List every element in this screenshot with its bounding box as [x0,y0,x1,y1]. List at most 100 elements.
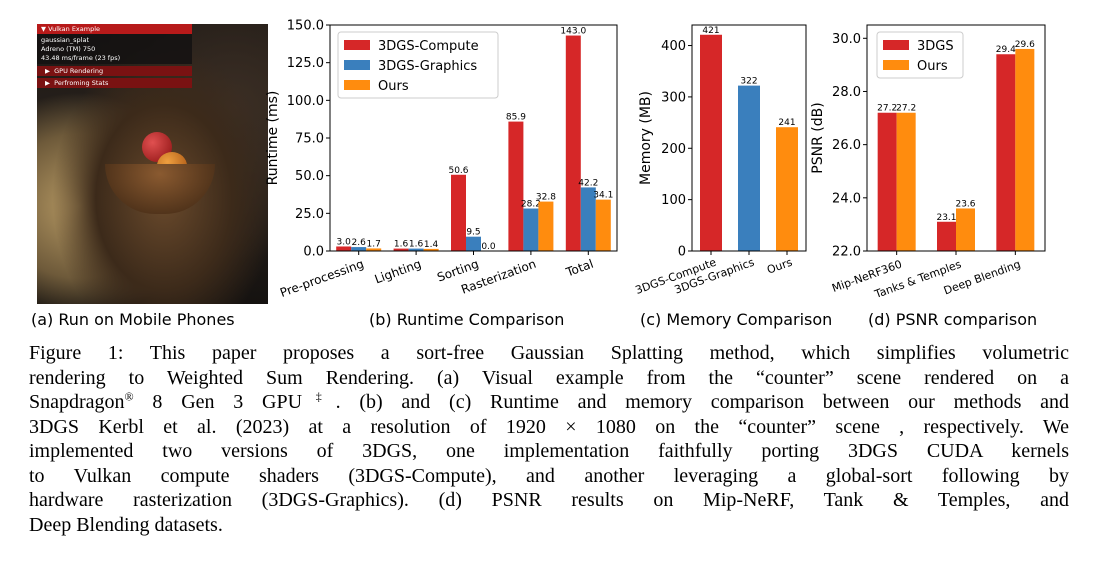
menu-gpu-rendering[interactable]: ▶ GPU Rendering [37,66,192,76]
runtime-bar [565,35,581,252]
memory-ytick-label: 400 [661,39,686,54]
registered-mark: ® [124,389,134,404]
psnr-bar [896,112,916,251]
caption-line-4: 3DGS Kerbl et al. (2023) at a resolution… [29,415,1069,438]
runtime-category-label: Lighting [373,257,423,287]
psnr-legend-swatch [883,60,909,70]
memory-ytick-label: 100 [661,193,686,208]
runtime-chart: 0.0 25.0 50.0 75.0 100.0 125.0 150.0 3.0 2.6 1.7P… [265,19,618,300]
psnr-data-label: 27.2 [877,104,897,114]
memory-ytick-label: 200 [661,142,686,157]
menu-performing-stats-label: Perfroming Stats [54,79,109,87]
memory-ylabel: Memory (MB) [638,91,654,185]
runtime-data-label: 143.0 [560,27,586,37]
subcaption-a: (a) Run on Mobile Phones [31,310,235,329]
runtime-ytick-label: 25.0 [295,207,324,222]
caption-line-3: Snapdragon® 8 Gen 3 GPU‡. (b) and (c) Ru… [29,390,1069,415]
runtime-data-label: 34.1 [593,191,613,201]
runtime-ytick-label: 100.0 [287,94,324,109]
memory-bar [700,34,722,251]
memory-chart: 01002003004004213DGS-Compute3223DGS-Grap… [634,24,807,297]
runtime-data-label: 42.2 [578,178,598,188]
runtime-legend-swatch [344,60,370,70]
psnr-chart: 22.024.026.028.030.027.227.2Mip-NeRF3602… [810,24,1046,301]
psnr-axes-frame [866,24,1046,252]
runtime-category-label: Total [563,257,595,280]
frame-stats: 43.48 ms/frame (23 fps) [41,54,121,62]
figure-caption: Figure 1: This paper proposes a sort-fre… [29,341,1069,537]
runtime-data-label: 1.6 [394,240,409,250]
psnr-data-label: 29.4 [996,45,1016,55]
psnr-data-label: 27.2 [896,104,916,114]
app-name: gaussian_splat [41,36,90,44]
caption-line-6: to Vulkan compute shaders (3DGS-Compute)… [29,464,1069,487]
subcaption-b: (b) Runtime Comparison [369,310,565,329]
runtime-data-label: 28.2 [521,200,541,210]
memory-ytick-label: 0 [678,245,686,260]
runtime-bar [351,247,367,251]
runtime-category-label: Pre-processing [278,257,366,300]
runtime-bar [466,236,481,251]
psnr-bar [996,54,1016,252]
runtime-ytick-label: 150.0 [287,19,324,34]
runtime-ytick-label: 125.0 [287,56,324,71]
vulkan-panel-title-text: Vulkan Example [48,25,101,33]
psnr-bar [877,112,897,251]
vulkan-panel-title[interactable]: ▼ Vulkan Example [37,24,192,34]
memory-bar [738,85,760,251]
memory-data-label: 322 [740,77,757,87]
caption-line-1: Figure 1: This paper proposes a sort-fre… [29,342,1069,364]
vulkan-overlay-panel: ▼ Vulkan Example gaussian_splat Adreno (… [37,24,192,110]
memory-data-label: 421 [702,26,719,36]
psnr-data-label: 29.6 [1015,40,1035,50]
runtime-data-label: 1.7 [367,239,381,249]
memory-ytick-label: 300 [661,90,686,105]
memory-bar [776,127,798,251]
runtime-bar [408,248,424,251]
runtime-data-label: 9.5 [466,228,480,238]
caption-line-7: hardware rasterization (3DGS-Graphics). … [29,489,1069,511]
menu-performing-stats[interactable]: ▶ Perfroming Stats [37,78,192,88]
runtime-bar [538,201,554,251]
runtime-bar [580,187,596,251]
psnr-bar [1015,48,1035,251]
subcaption-c: (c) Memory Comparison [640,310,833,329]
runtime-bar [366,248,382,251]
psnr-bar [937,221,956,251]
runtime-legend-label: 3DGS-Compute [378,39,479,54]
runtime-data-label: 32.8 [536,193,556,203]
vulkan-panel-body: gaussian_splat Adreno (TM) 750 43.48 ms/… [37,34,192,64]
phone-screenshot: ▼ Vulkan Example gaussian_splat Adreno (… [37,24,268,304]
runtime-legend-swatch [344,40,370,50]
runtime-legend-label: Ours [378,79,409,94]
runtime-legend-swatch [344,80,370,90]
runtime-legend-label: 3DGS-Graphics [378,59,477,74]
runtime-ytick-label: 75.0 [295,132,324,147]
psnr-data-label: 23.1 [936,213,956,223]
runtime-data-label: 85.9 [506,113,526,123]
runtime-data-label: 1.6 [409,240,424,250]
psnr-legend-label: Ours [917,59,948,74]
caption-line-5: implemented two versions of 3DGS, one im… [29,440,1069,462]
psnr-ytick-label: 28.0 [832,85,861,100]
memory-category-label: Ours [765,256,794,277]
runtime-ytick-label: 0.0 [303,245,324,260]
runtime-bar [451,174,466,251]
runtime-bar [336,246,352,251]
memory-data-label: 241 [778,118,795,128]
runtime-legend [337,31,499,99]
runtime-data-label: 50.6 [448,166,468,176]
runtime-bar [393,248,409,251]
runtime-bar [508,121,524,251]
caption-line-3a: Snapdragon [29,391,125,413]
psnr-ytick-label: 30.0 [832,32,861,47]
menu-gpu-rendering-label: GPU Rendering [54,67,104,75]
runtime-bar [423,248,439,251]
psnr-ytick-label: 22.0 [832,245,861,260]
caption-line-8: Deep Blending datasets. [29,513,223,536]
memory-axes-frame [691,24,807,252]
runtime-data-label: 2.6 [352,238,367,248]
psnr-ytick-label: 24.0 [832,191,861,206]
runtime-data-label: 1.4 [424,240,439,250]
subcaption-d: (d) PSNR comparison [868,310,1038,329]
